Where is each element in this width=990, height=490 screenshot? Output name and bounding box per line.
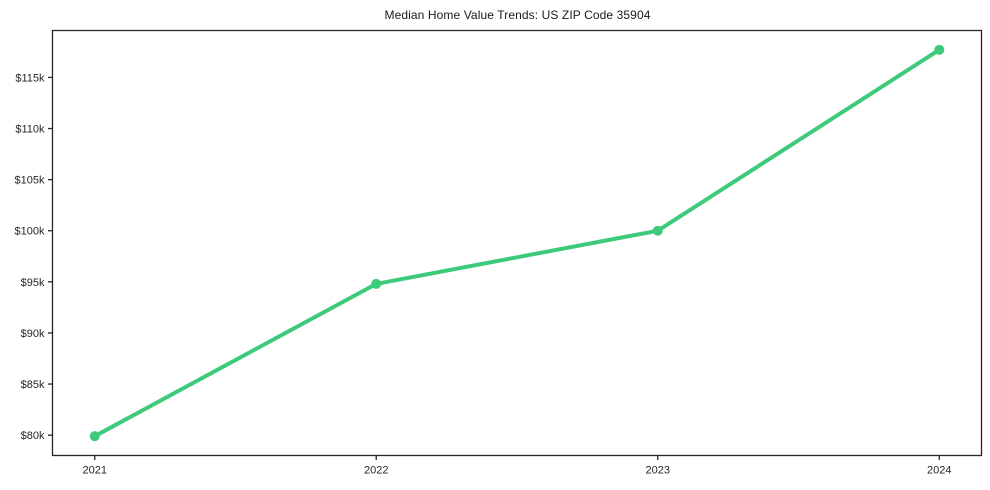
chart-title: Median Home Value Trends: US ZIP Code 35… — [384, 8, 651, 22]
y-tick-label: $95k — [21, 277, 45, 289]
y-tick-label: $105k — [15, 175, 45, 187]
data-point — [934, 44, 945, 55]
x-tick-label: 2021 — [82, 465, 106, 477]
y-tick-label: $110k — [15, 124, 45, 136]
data-point — [89, 431, 100, 442]
data-point — [371, 278, 382, 289]
y-tick-label: $80k — [21, 430, 45, 442]
x-tick-label: 2024 — [927, 465, 951, 477]
data-point — [652, 225, 663, 236]
y-tick-label: $85k — [21, 379, 45, 391]
line-series — [92, 47, 942, 439]
x-tick-label: 2022 — [364, 465, 388, 477]
y-tick-label: $115k — [15, 72, 45, 84]
x-tick-label: 2023 — [646, 465, 670, 477]
y-tick-label: $90k — [21, 328, 45, 340]
plot-border — [51, 29, 983, 457]
y-tick-label: $100k — [15, 226, 45, 238]
